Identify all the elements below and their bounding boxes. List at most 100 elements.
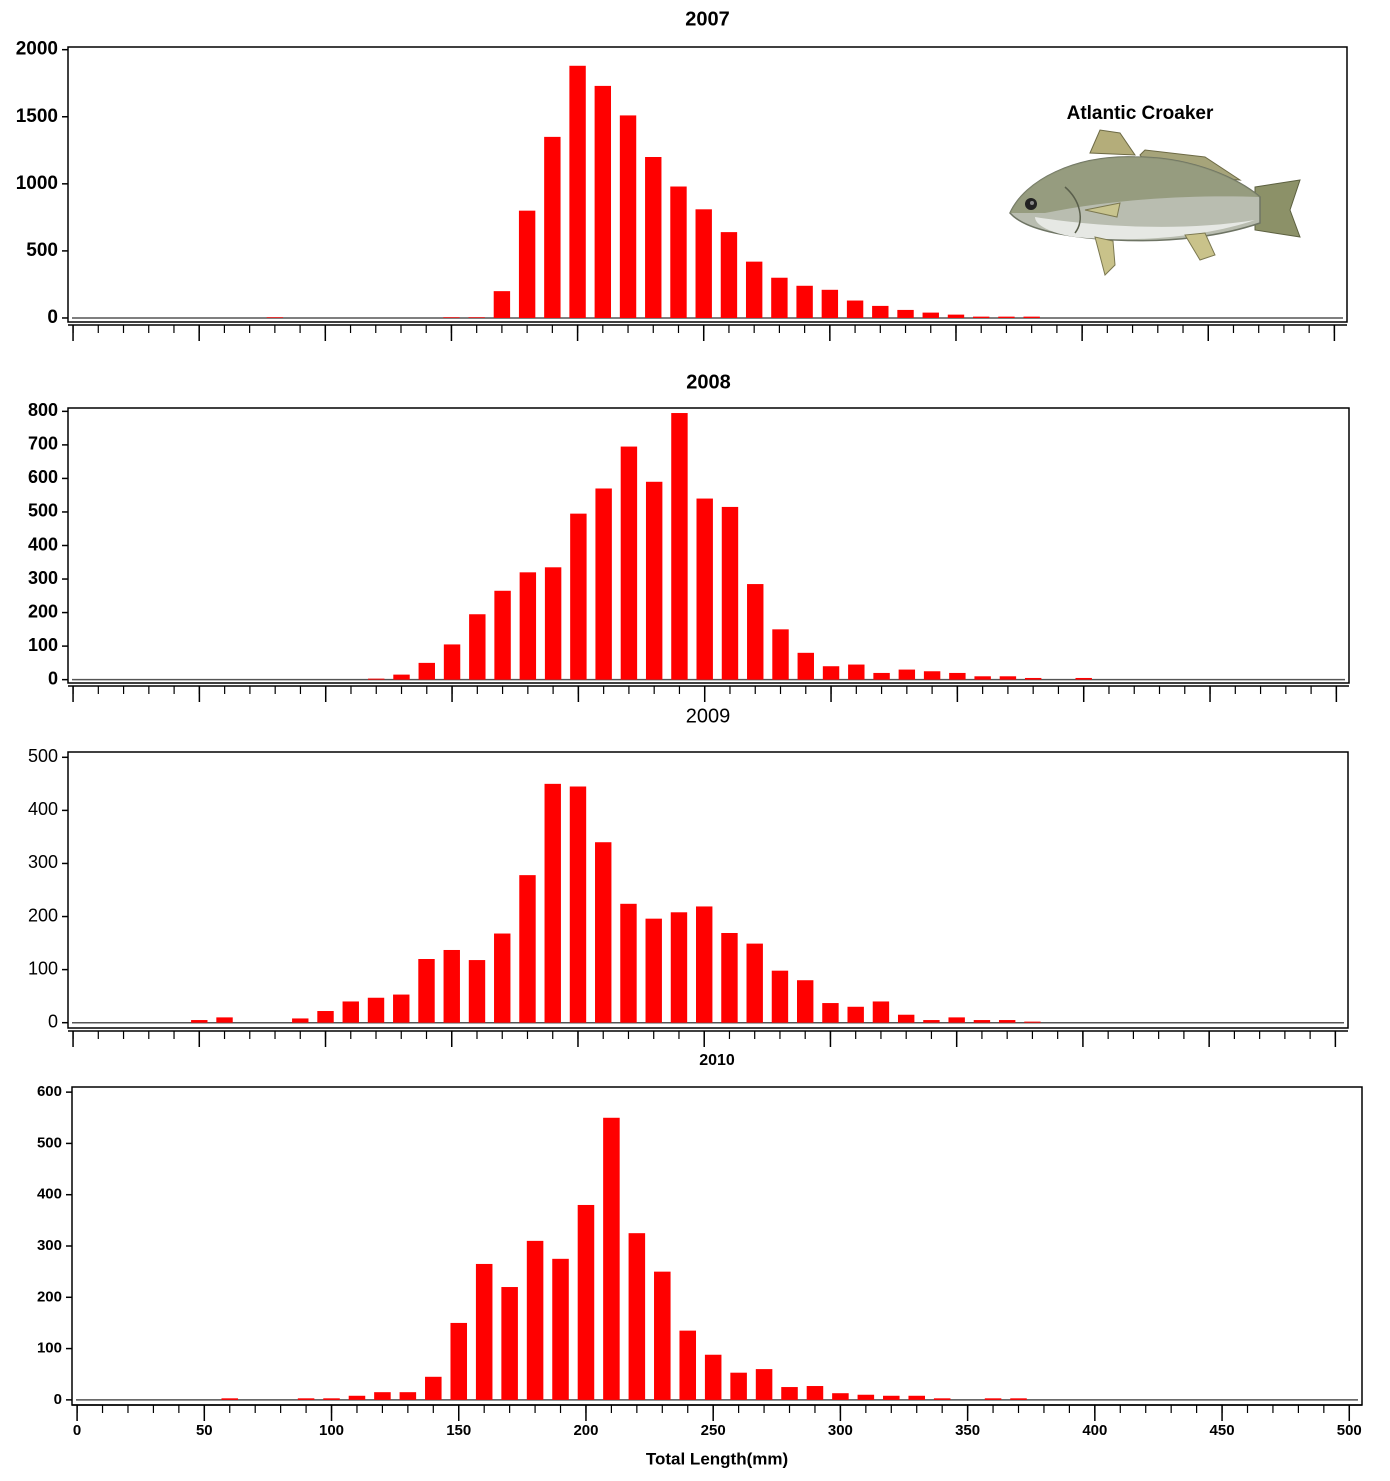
bar: [771, 278, 787, 318]
y-tick-label: 0: [48, 668, 58, 688]
y-tick-label: 500: [28, 746, 58, 766]
bar: [419, 663, 435, 680]
bar: [418, 959, 434, 1023]
bar: [847, 1007, 863, 1023]
bar: [629, 1233, 646, 1400]
bar: [1025, 678, 1041, 680]
bar: [519, 875, 535, 1023]
bar: [747, 584, 763, 680]
y-tick-label: 500: [28, 501, 58, 521]
bar: [450, 1323, 467, 1400]
bar: [545, 784, 561, 1023]
y-tick-label: 100: [28, 958, 58, 978]
y-tick-label: 2000: [16, 39, 58, 60]
x-tick-label: 400: [1082, 1422, 1107, 1439]
bar: [696, 499, 712, 680]
y-tick-label: 100: [28, 635, 58, 655]
bar: [671, 413, 687, 680]
bar: [999, 1020, 1015, 1023]
bar: [822, 290, 838, 318]
y-tick-label: 400: [37, 1186, 62, 1203]
bar: [798, 653, 814, 680]
bar: [934, 1398, 951, 1400]
y-tick-label: 300: [28, 568, 58, 588]
bar: [985, 1398, 1002, 1400]
x-tick-label: 450: [1210, 1422, 1235, 1439]
bar: [796, 286, 812, 318]
bar: [374, 1392, 391, 1400]
bar: [823, 666, 839, 679]
bar: [949, 673, 965, 680]
bar: [646, 919, 662, 1023]
bar: [705, 1355, 722, 1400]
bar: [1023, 317, 1039, 318]
bar: [730, 1373, 747, 1400]
bar: [883, 1396, 900, 1400]
fish-illustration: [1010, 130, 1300, 275]
y-tick-label: 400: [28, 799, 58, 819]
x-tick-label: 150: [446, 1422, 471, 1439]
chart-title: 2009: [686, 705, 731, 727]
y-tick-label: 0: [54, 1391, 62, 1408]
bar: [527, 1241, 544, 1400]
x-tick-label: 350: [955, 1422, 980, 1439]
bar: [807, 1386, 824, 1400]
bar: [519, 211, 535, 318]
x-tick-label: 100: [319, 1422, 344, 1439]
bar: [696, 906, 712, 1022]
x-tick-label: 50: [196, 1422, 213, 1439]
x-tick-label: 250: [701, 1422, 726, 1439]
bar: [772, 629, 788, 679]
y-tick-label: 300: [37, 1237, 62, 1254]
bar: [494, 591, 510, 680]
bar: [1075, 678, 1091, 680]
bar: [974, 1020, 990, 1023]
bar: [444, 950, 460, 1023]
bar: [898, 1015, 914, 1023]
y-tick-label: 500: [26, 240, 58, 261]
bar: [973, 317, 989, 318]
bar: [620, 904, 636, 1023]
bar: [216, 1017, 232, 1022]
bar: [948, 315, 964, 318]
bar: [756, 1369, 773, 1400]
bar: [848, 665, 864, 680]
bar: [645, 157, 661, 318]
x-tick-label: 300: [828, 1422, 853, 1439]
x-tick-label: 0: [73, 1422, 81, 1439]
y-tick-label: 0: [48, 1011, 58, 1031]
y-tick-label: 400: [28, 534, 58, 554]
chart-title: 2010: [699, 1052, 735, 1069]
y-tick-label: 100: [37, 1340, 62, 1357]
bar: [468, 317, 484, 318]
y-tick-label: 200: [28, 905, 58, 925]
bar: [552, 1259, 569, 1400]
bar: [923, 313, 939, 318]
bar: [646, 482, 662, 680]
bar: [595, 842, 611, 1022]
bar: [545, 567, 561, 679]
bar: [679, 1331, 696, 1400]
bar: [998, 317, 1014, 318]
bar: [393, 995, 409, 1023]
x-tick-label: 500: [1337, 1422, 1362, 1439]
bar: [908, 1396, 925, 1400]
bar: [873, 1001, 889, 1022]
bar: [603, 1118, 620, 1400]
bar: [393, 675, 409, 680]
bar: [544, 137, 560, 318]
bar: [797, 980, 813, 1022]
chart-title: 2008: [686, 371, 731, 393]
bar: [317, 1011, 333, 1023]
bar: [721, 933, 737, 1023]
y-tick-label: 600: [37, 1083, 62, 1100]
bar: [620, 115, 636, 318]
bar: [494, 934, 510, 1023]
bar: [654, 1272, 671, 1400]
bar: [747, 944, 763, 1023]
y-tick-label: 0: [47, 307, 58, 328]
bar: [494, 291, 510, 318]
x-axis-label: Total Length(mm): [646, 1449, 788, 1468]
bar: [578, 1205, 595, 1400]
bar: [595, 86, 611, 318]
